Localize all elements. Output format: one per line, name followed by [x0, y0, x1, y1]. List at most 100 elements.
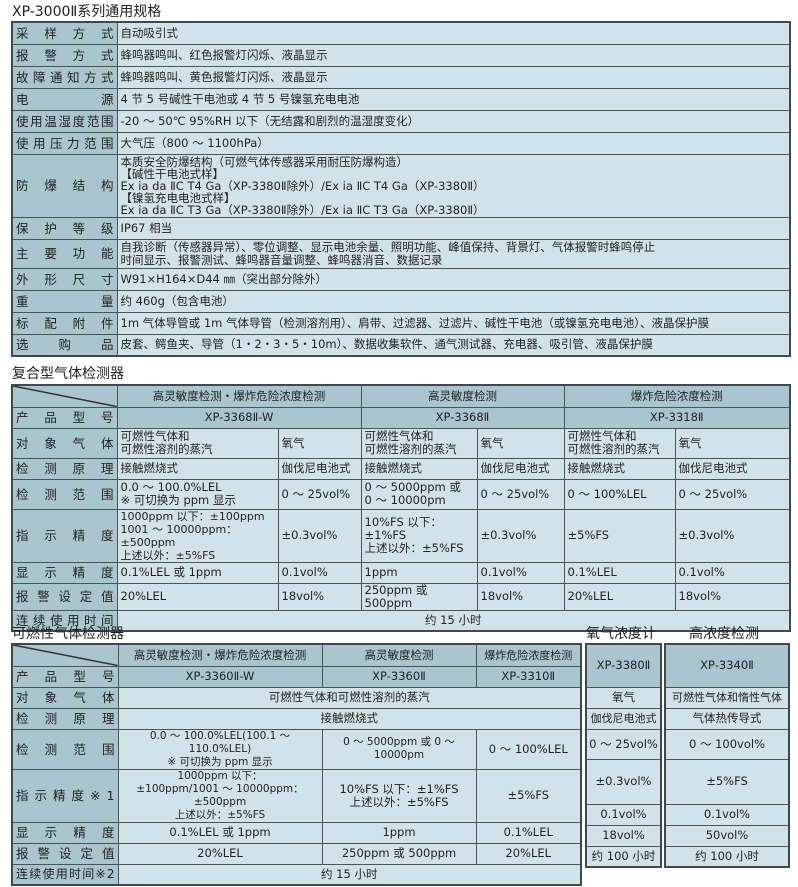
spec-row: 保护等级 IP67 相当: [11, 216, 791, 240]
range-row: 检测范围 0.0 ～ 100.0%LEL(100.1 ～ 110.0%LEL) …: [11, 728, 582, 770]
cell: 0 ～ 25vol%: [585, 728, 662, 760]
spec-row: 使用压力范围 大气压（800 ～ 1100hPa）: [11, 131, 791, 155]
column-header: 爆炸危险浓度检测: [563, 384, 791, 408]
cell: 伽伐尼电池式: [476, 457, 565, 480]
model-cell: XP-3360Ⅱ-W: [117, 665, 323, 688]
principle-row: 检测原理 接触燃烧式: [11, 707, 582, 730]
range-row: 检测范围 0.0 ～ 100.0%LEL ※ 可切换为 ppm 显示 0 ～ 25…: [11, 478, 791, 510]
spec-label: 保护等级: [11, 216, 118, 240]
gas-row: 对象气体 可燃性气体和可燃性溶剂的蒸汽: [11, 686, 582, 709]
gas-row: 氧气: [585, 686, 662, 709]
cell: 0.1%LEL 或 1ppm: [116, 561, 279, 584]
column-header: 爆炸危险浓度检测: [475, 643, 582, 667]
cell: 约 15 小时: [116, 609, 791, 632]
spec-value: 皮套、鳄鱼夹、导管（1・2・3・5・10m）、数据收集软件、通气测试器、充电器、…: [116, 333, 791, 357]
row-label: 对象气体: [11, 427, 118, 459]
spec-row: 重量约 460g（包含电池）: [11, 289, 791, 313]
cell: 1000ppm 以下：±100ppm 1001 ～ 10000ppm：±500p…: [116, 508, 279, 563]
cell: ±0.3vol%: [674, 508, 791, 563]
column-header: 高灵敏度检测・爆炸危险浓度检测: [117, 643, 323, 667]
cell: 0.1vol%: [476, 561, 565, 584]
model-cell: XP-3380Ⅱ: [585, 643, 662, 688]
cell: 18vol%: [476, 582, 565, 611]
cell: 0.1%LEL: [563, 561, 676, 584]
cell: 20%LEL: [563, 582, 676, 611]
model-cell: XP-3318Ⅱ: [563, 406, 791, 429]
cell: 接触燃烧式: [117, 707, 582, 730]
cell: ±5%FS: [475, 768, 582, 823]
spec-label: 主要功能: [11, 238, 118, 269]
combustible-table: 高灵敏度检测・爆炸危险浓度检测 高灵敏度检测 爆炸危险浓度检测 产品型号 XP-…: [11, 643, 582, 886]
cell: ±5%FS: [664, 758, 790, 805]
cell: 可燃性气体和 可燃性溶剂的蒸汽: [563, 427, 676, 459]
cell: 伽伐尼电池式: [674, 457, 791, 480]
spec-value: 约 460g（包含电池）: [116, 289, 791, 313]
alarm-row: 报警设定值 20%LEL 18vol% 250ppm 或 500ppm 18vol%…: [11, 582, 791, 611]
cell: 伽伐尼电池式: [277, 457, 362, 480]
cell: 50vol%: [664, 824, 790, 847]
spec-row: 采样方式 自动吸引式: [11, 21, 791, 45]
spec-label: 使用压力范围: [11, 131, 118, 155]
row-label: 连续使用时间※2: [11, 863, 119, 886]
spec-row: 主要功能 自我诊断（传感器异常）、零位调整、显示电池余量、照明功能、峰值保持、背景…: [11, 238, 791, 269]
row-label: 检测原理: [11, 457, 118, 480]
cell: 20%LEL: [117, 842, 323, 865]
spec-label: 故障通知方式: [11, 65, 118, 89]
resolution-row: 0.1vol%: [664, 803, 790, 826]
principle-row: 检测原理 接触燃烧式 伽伐尼电池式 接触燃烧式 伽伐尼电池式 接触燃烧式 伽伐尼电池式: [11, 457, 791, 480]
cell: 伽伐尼电池式: [585, 707, 662, 730]
cell: 接触燃烧式: [360, 457, 478, 480]
cell: 可燃性气体和 可燃性溶剂的蒸汽: [360, 427, 478, 459]
gas-row: 可燃性气体和惰性气体: [664, 686, 790, 709]
spec-row: 标配附件 1m 气体导管或 1m 气体导管（检测溶剂用）、肩带、过滤器、过滤片、碱…: [11, 311, 791, 335]
spec-value: 本质安全防爆结构（可燃气体传感器采用耐压防爆构造） 【碱性干电池式样】 Ex i…: [116, 153, 791, 218]
spec-label: 报警方式: [11, 43, 118, 67]
composite-title: 复合型气体检测器: [12, 366, 124, 382]
row-label: 报警设定值: [11, 582, 118, 611]
cell: 0.0 ～ 100.0%LEL ※ 可切换为 ppm 显示: [116, 478, 279, 510]
cell: 18vol%: [585, 824, 662, 847]
cell: 1000ppm 以下： ±100ppm/1001 ～ 10000ppm：±500…: [117, 768, 323, 823]
cell: 1ppm: [321, 821, 477, 844]
model-row: 产品型号 XP-3360Ⅱ-W XP-3360Ⅱ XP-3310Ⅱ: [11, 665, 582, 688]
accuracy-row: ±5%FS: [664, 758, 790, 805]
cell: 氧气: [476, 427, 565, 459]
spec-label: 选购品: [11, 333, 118, 357]
column-header: 高灵敏度检测: [360, 384, 565, 408]
cell: 0.1vol%: [664, 803, 790, 826]
row-label: 检测范围: [11, 478, 118, 510]
cell: 0.1%LEL: [475, 821, 582, 844]
high-conc-table: XP-3340Ⅱ 可燃性气体和惰性气体 气体热传导式 0 ～ 100vol% ±…: [664, 643, 790, 868]
principle-row: 气体热传导式: [664, 707, 790, 730]
cell: 0 ～ 25vol%: [277, 478, 362, 510]
header-row: 高灵敏度检测・爆炸危险浓度检测 高灵敏度检测 爆炸危险浓度检测: [11, 643, 582, 667]
alarm-row: 50vol%: [664, 824, 790, 847]
accuracy-row: ±0.3vol%: [585, 758, 662, 805]
cell: 可燃性气体和可燃性溶剂的蒸汽: [117, 686, 582, 709]
spec-label: 电源: [11, 87, 118, 111]
resolution-row: 显示精度 0.1%LEL 或 1ppm 1ppm 0.1%LEL: [11, 821, 582, 844]
principle-row: 伽伐尼电池式: [585, 707, 662, 730]
row-label: 报警设定值: [11, 842, 119, 865]
resolution-row: 0.1vol%: [585, 803, 662, 826]
cell: ±0.3vol%: [277, 508, 362, 563]
model-row: XP-3380Ⅱ: [585, 643, 662, 688]
cell: 约 15 小时: [117, 863, 582, 886]
cell: 20%LEL: [475, 842, 582, 865]
accuracy-row: 指示精度 1000ppm 以下：±100ppm 1001 ～ 10000ppm：…: [11, 508, 791, 563]
row-label: 指示精度: [11, 508, 118, 563]
cell: 250ppm 或 500ppm: [360, 582, 478, 611]
cell: 0 ～ 25vol%: [476, 478, 565, 510]
gas-row: 对象气体 可燃性气体和 可燃性溶剂的蒸汽 氧气 可燃性气体和 可燃性溶剂的蒸汽 氧气…: [11, 427, 791, 459]
model-cell: XP-3310Ⅱ: [475, 665, 582, 688]
model-cell: XP-3368Ⅱ: [360, 406, 565, 429]
cell: 氧气: [585, 686, 662, 709]
spec-label: 使用温湿度范围: [11, 109, 118, 133]
spec-value: 1m 气体导管或 1m 气体导管（检测溶剂用）、肩带、过滤器、过滤片、碱性干电池…: [116, 311, 791, 335]
cell: 20%LEL: [116, 582, 279, 611]
cell: 0.1vol%: [277, 561, 362, 584]
spec-value: 蜂鸣器鸣叫、黄色报警灯闪烁、液晶显示: [116, 65, 791, 89]
cell: 接触燃烧式: [116, 457, 279, 480]
runtime-row: 约 100 小时: [585, 845, 662, 868]
resolution-row: 显示精度 0.1%LEL 或 1ppm 0.1vol% 1ppm 0.1vol% 0…: [11, 561, 791, 584]
